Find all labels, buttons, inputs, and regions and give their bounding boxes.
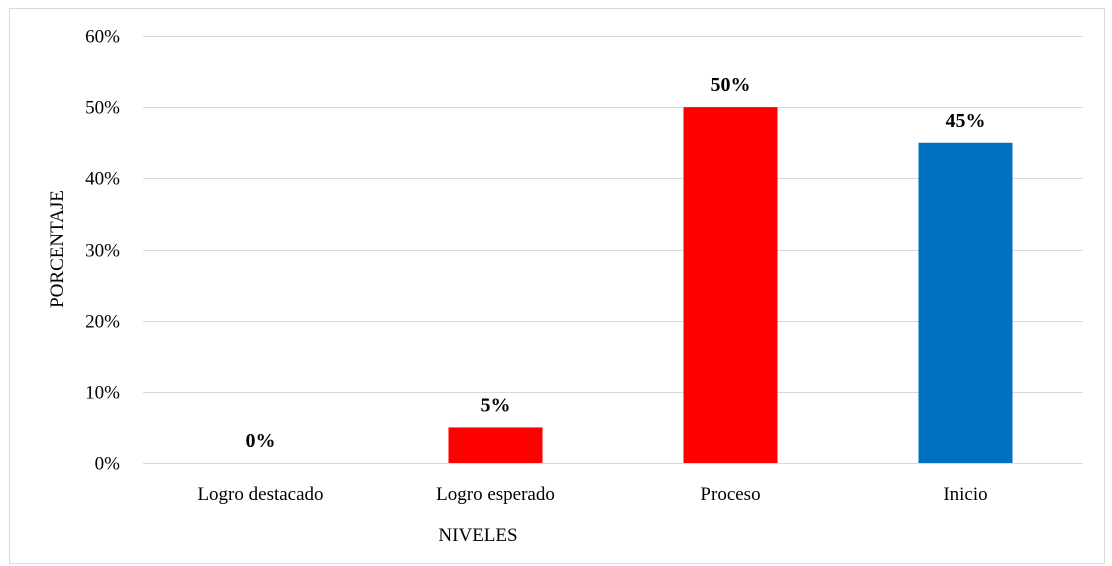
data-label: 0% — [246, 430, 276, 452]
bar — [683, 107, 778, 464]
bar — [918, 142, 1013, 463]
x-axis-category-labels: Logro destacado Logro esperado Proceso Inic… — [197, 484, 987, 505]
y-tick-label: 40% — [85, 169, 120, 190]
x-axis-title: NIVELES — [438, 525, 517, 546]
bar — [448, 427, 543, 463]
y-tick-label: 20% — [85, 312, 120, 333]
x-category-label: Inicio — [943, 484, 987, 505]
y-tick-label: 60% — [85, 27, 120, 48]
x-category-label: Logro esperado — [436, 484, 555, 505]
y-axis-tick-labels: 0% 10% 20% 30% 40% 50% 60% — [85, 27, 120, 475]
y-tick-label: 30% — [85, 241, 120, 262]
data-label: 45% — [946, 110, 986, 132]
data-labels: 0% 5% 50% 45% — [246, 74, 986, 452]
bars — [448, 107, 1013, 464]
y-tick-label: 10% — [85, 383, 120, 404]
data-label: 5% — [481, 394, 511, 416]
y-axis-title: PORCENTAJE — [47, 190, 68, 308]
x-category-label: Logro destacado — [197, 484, 323, 505]
y-tick-label: 50% — [85, 98, 120, 119]
data-label: 50% — [711, 74, 751, 96]
y-tick-label: 0% — [95, 454, 121, 475]
x-category-label: Proceso — [700, 484, 760, 505]
